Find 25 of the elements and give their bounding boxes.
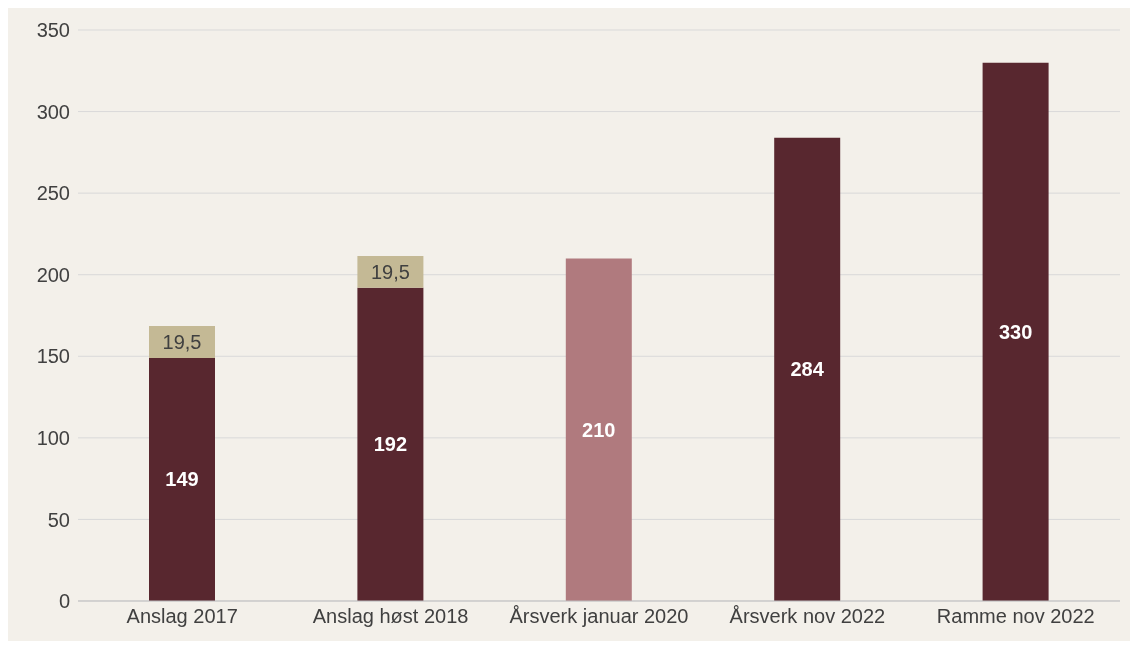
- data-label: 19,5: [162, 331, 202, 354]
- x-tick-label: Anslag høst 2018: [312, 605, 469, 628]
- data-label: 149: [165, 468, 199, 491]
- y-tick-label: 250: [36, 182, 70, 205]
- bar: [565, 258, 632, 601]
- data-label: 19,5: [370, 260, 410, 283]
- bar: [774, 137, 841, 601]
- x-tick-label: Årsverk januar 2020: [509, 605, 689, 628]
- data-label: 330: [998, 320, 1033, 343]
- y-tick-label: 0: [58, 590, 70, 613]
- bar: [982, 62, 1049, 601]
- data-label: 210: [582, 418, 616, 441]
- y-tick-label: 100: [36, 426, 70, 449]
- data-label: 284: [790, 358, 825, 381]
- y-tick-label: 150: [36, 345, 70, 368]
- y-tick-label: 50: [47, 508, 70, 531]
- y-tick-label: 200: [36, 263, 70, 286]
- bar: [357, 287, 424, 601]
- bar: [149, 357, 215, 601]
- x-tick-label: Anslag 2017: [126, 605, 238, 628]
- y-tick-label: 300: [36, 100, 70, 123]
- data-label: 192: [373, 433, 408, 456]
- y-tick-label: 350: [36, 19, 70, 42]
- x-tick-label: Årsverk nov 2022: [729, 605, 886, 628]
- x-tick-label: Ramme nov 2022: [936, 605, 1095, 628]
